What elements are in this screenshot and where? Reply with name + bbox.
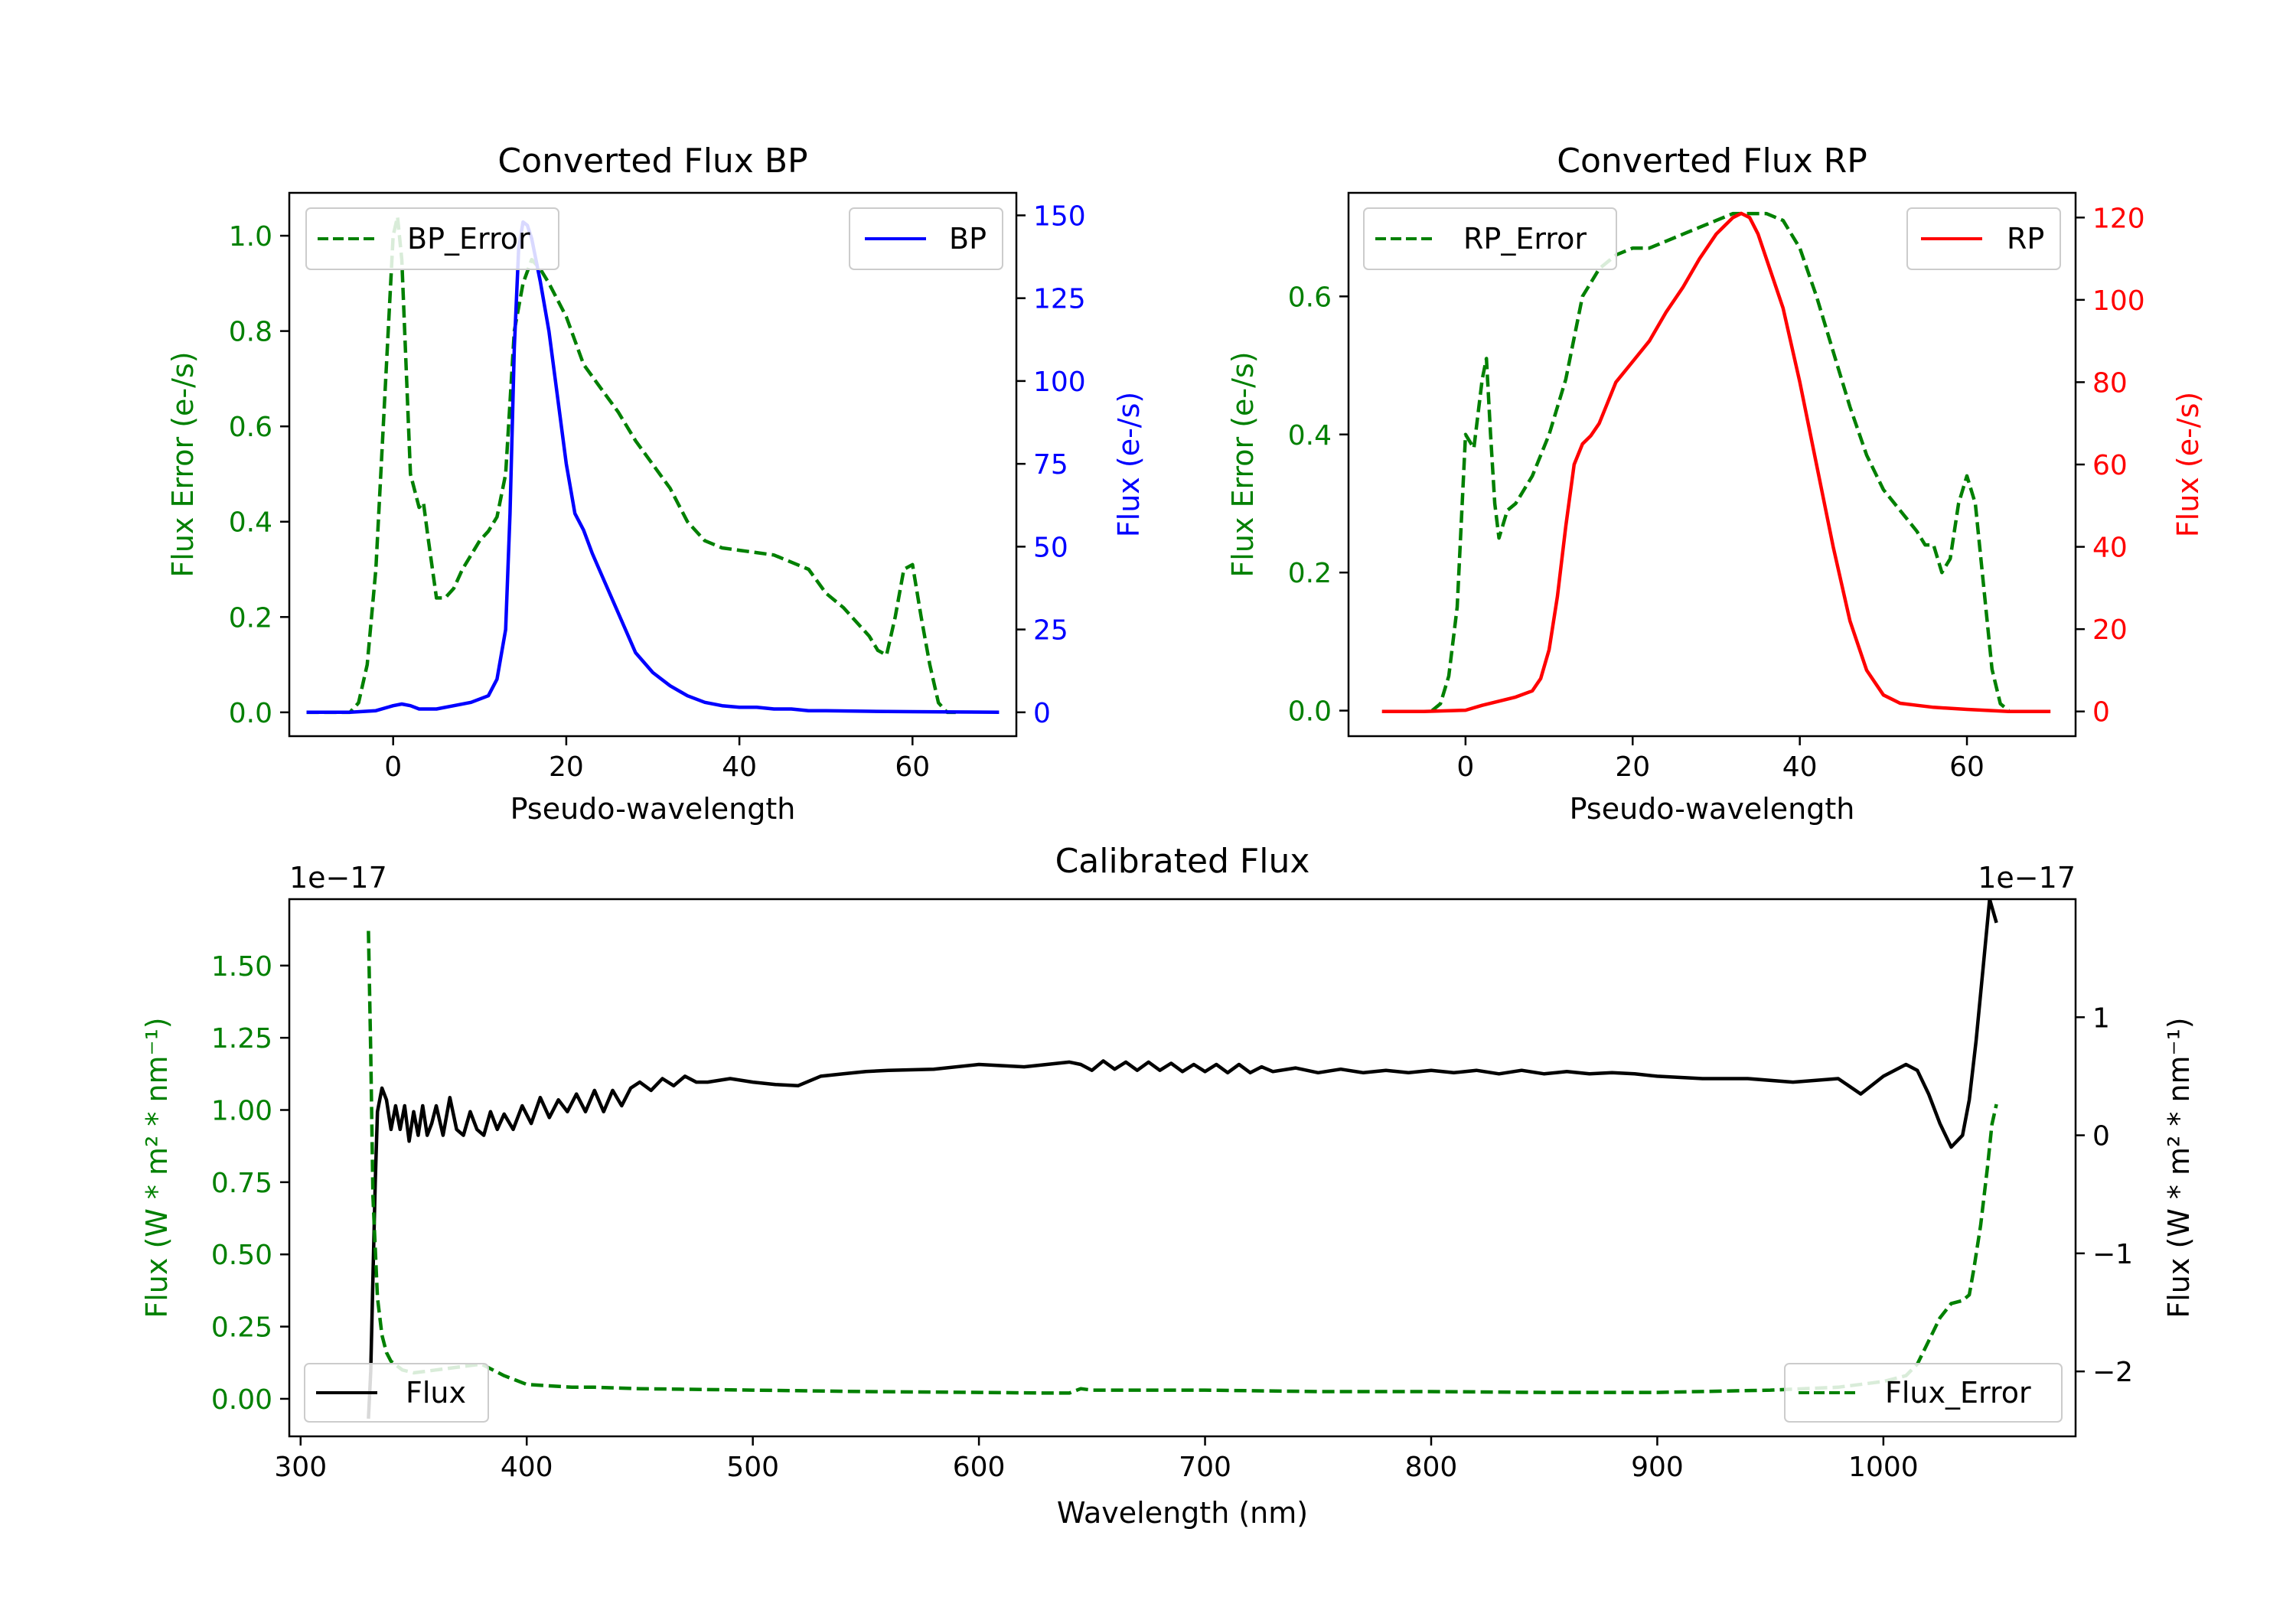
chart-bp: Converted Flux BP 0 20 40 60 0.0 0.2 0.4 0.6 0.8… — [166, 142, 1146, 826]
chart-calibrated-ytick-right-label: −2 — [2092, 1357, 2133, 1388]
chart-bp-title: Converted Flux BP — [497, 142, 807, 181]
chart-calibrated-xtick-label: 500 — [726, 1452, 779, 1483]
chart-bp-legend-flux-label: BP — [949, 222, 987, 256]
chart-bp-series-bp-line — [306, 220, 1000, 715]
chart-calibrated-ytick-left-label: 0.00 — [211, 1384, 272, 1416]
chart-calibrated-legend-right: Flux_Error — [1784, 1363, 2063, 1423]
chart-calibrated-xtick-label: 1000 — [1848, 1452, 1919, 1483]
chart-bp-ytick-right-label: 100 — [1033, 367, 1086, 398]
chart-rp-ylabel-left: Flux Error (e-/s) — [1226, 351, 1260, 577]
chart-rp-ytick-right-label: 120 — [2092, 203, 2145, 234]
chart-bp-ylabel-right: Flux (e-/s) — [1112, 392, 1146, 537]
chart-calibrated-legend-error-label: Flux_Error — [1885, 1376, 2031, 1410]
chart-calibrated-xtick-label: 400 — [501, 1452, 553, 1483]
chart-bp-ylabel-left: Flux Error (e-/s) — [166, 351, 200, 577]
chart-rp-ytick-right-label: 0 — [2092, 697, 2110, 729]
chart-calibrated-ytick-right-label: −1 — [2092, 1239, 2133, 1270]
chart-rp-frame — [1347, 191, 2077, 738]
chart-bp-legend-right: BP — [849, 207, 1003, 270]
chart-calibrated-offset-right: 1e−17 — [1978, 861, 2076, 895]
chart-bp-ytick-right-label: 150 — [1033, 200, 1086, 232]
chart-calibrated-ytick-left-label: 0.75 — [211, 1168, 272, 1199]
chart-bp-ytick-left-label: 0.2 — [229, 602, 272, 634]
chart-bp-frame — [288, 191, 1018, 738]
chart-calibrated-frame — [288, 898, 2077, 1438]
chart-rp: Converted Flux RP 0 20 40 60 0.0 0.2 0.4 0.6 0 20… — [1226, 142, 2205, 826]
chart-calibrated-xtick-label: 800 — [1405, 1452, 1458, 1483]
chart-calibrated-legend-left: Flux — [304, 1363, 489, 1423]
chart-bp-series — [306, 214, 1000, 715]
chart-bp-xlabel: Pseudo-wavelength — [510, 792, 796, 826]
chart-bp-ytick-right-label: 25 — [1033, 615, 1068, 647]
chart-bp-xtick-label: 0 — [384, 751, 402, 783]
chart-bp-ytick-right-label: 125 — [1033, 284, 1086, 315]
chart-rp-legend-right: RP — [1906, 207, 2061, 270]
chart-rp-xtick-label: 60 — [1949, 751, 1985, 783]
chart-bp-series-bp-error-line — [306, 214, 956, 715]
chart-rp-xtick-label: 0 — [1456, 751, 1474, 783]
chart-bp-ytick-left-label: 0.4 — [229, 507, 272, 539]
chart-rp-ytick-right-label: 40 — [2092, 533, 2128, 564]
chart-calibrated-series-flux-line — [367, 899, 1998, 1420]
chart-calibrated-ylabel-left: Flux (W * m² * nm⁻¹) — [140, 1017, 174, 1318]
chart-bp-legend-left: BP_Error — [305, 207, 559, 270]
chart-rp-series — [1381, 211, 2051, 713]
chart-rp-ytick-left-label: 0.6 — [1288, 282, 1332, 313]
chart-calibrated-ytick-left-label: 1.50 — [211, 951, 272, 983]
chart-rp-ytick-right-label: 60 — [2092, 450, 2128, 481]
chart-bp-ytick-left-label: 1.0 — [229, 221, 272, 253]
chart-rp-legend-flux-label: RP — [2007, 222, 2044, 256]
chart-rp-legend-left: RP_Error — [1363, 207, 1617, 270]
chart-rp-ylabel-right: Flux (e-/s) — [2171, 392, 2205, 537]
chart-calibrated-offset-left: 1e−17 — [289, 861, 387, 895]
chart-bp-xtick-label: 40 — [722, 751, 757, 783]
chart-bp-ticks: 0 20 40 60 0.0 0.2 0.4 0.6 0.8 1.0 0 25 50 75 100 125 15… — [229, 200, 1086, 783]
chart-rp-title: Converted Flux RP — [1557, 142, 1867, 181]
chart-calibrated-ytick-left-label: 0.50 — [211, 1240, 272, 1271]
chart-calibrated-xlabel: Wavelength (nm) — [1057, 1496, 1308, 1530]
chart-calibrated-xtick-label: 600 — [953, 1452, 1006, 1483]
chart-calibrated: Calibrated Flux 1e−17 1e−17 300 400 500 600… — [140, 842, 2196, 1530]
chart-bp-xtick-label: 20 — [549, 751, 584, 783]
chart-calibrated-ytick-right-label: 0 — [2092, 1121, 2110, 1152]
chart-calibrated-ytick-left-label: 0.25 — [211, 1312, 272, 1344]
chart-calibrated-xtick-label: 300 — [274, 1452, 327, 1483]
chart-calibrated-ylabel-right: Flux (W * m² * nm⁻¹) — [2162, 1017, 2196, 1318]
chart-rp-xtick-label: 20 — [1615, 751, 1650, 783]
chart-bp-ytick-left-label: 0.0 — [229, 698, 272, 729]
chart-bp-xtick-label: 60 — [895, 751, 930, 783]
chart-calibrated-ytick-right-label: 1 — [2092, 1002, 2110, 1034]
chart-calibrated-ticks: 300 400 500 600 700 800 900 1000 0.00 0.25 0.50 0.7… — [211, 951, 2133, 1483]
chart-rp-ytick-right-label: 20 — [2092, 614, 2128, 646]
chart-rp-xtick-label: 40 — [1782, 751, 1818, 783]
chart-calibrated-xtick-label: 900 — [1631, 1452, 1684, 1483]
chart-bp-ytick-left-label: 0.6 — [229, 412, 272, 443]
chart-rp-series-rp-error-line — [1430, 211, 2011, 712]
chart-bp-legend-error-label: BP_Error — [407, 222, 530, 256]
chart-calibrated-ytick-left-label: 1.00 — [211, 1096, 272, 1127]
chart-calibrated-legend-flux-label: Flux — [406, 1376, 466, 1410]
chart-rp-ytick-left-label: 0.2 — [1288, 558, 1332, 589]
chart-rp-ticks: 0 20 40 60 0.0 0.2 0.4 0.6 0 20 40 60 80 100 120 — [1288, 203, 2145, 783]
chart-bp-ytick-left-label: 0.8 — [229, 317, 272, 348]
chart-bp-ytick-right-label: 0 — [1033, 698, 1051, 729]
chart-bp-ytick-right-label: 50 — [1033, 532, 1068, 563]
chart-calibrated-ytick-left-label: 1.25 — [211, 1023, 272, 1054]
chart-rp-ytick-right-label: 80 — [2092, 367, 2128, 399]
chart-bp-ytick-right-label: 75 — [1033, 449, 1068, 481]
chart-rp-xlabel: Pseudo-wavelength — [1570, 792, 1855, 826]
chart-rp-ytick-left-label: 0.0 — [1288, 696, 1332, 728]
chart-calibrated-title: Calibrated Flux — [1055, 842, 1310, 881]
chart-rp-legend-error-label: RP_Error — [1463, 222, 1587, 256]
chart-rp-ytick-right-label: 100 — [2092, 285, 2145, 317]
chart-rp-ytick-left-label: 0.4 — [1288, 420, 1332, 451]
chart-calibrated-xtick-label: 700 — [1179, 1452, 1231, 1483]
chart-rp-series-rp-line — [1381, 211, 2051, 713]
